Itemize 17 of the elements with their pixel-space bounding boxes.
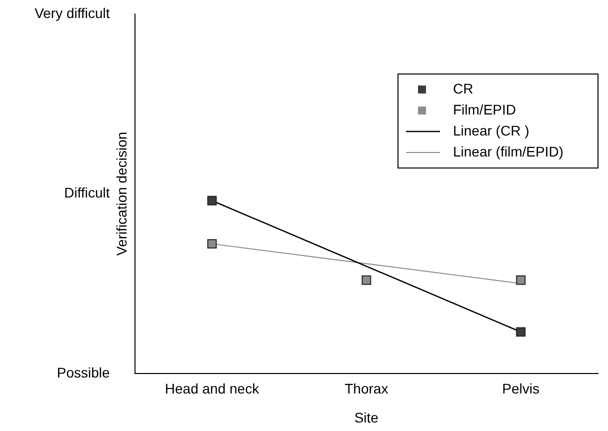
point bbox=[516, 327, 526, 337]
point bbox=[207, 196, 217, 206]
legend-label: CR bbox=[453, 80, 474, 96]
text: Difficult bbox=[64, 184, 110, 201]
y-axis-title: Verification decision bbox=[113, 132, 130, 256]
legend-label: Linear (film/EPID) bbox=[453, 143, 564, 160]
x-tick-label: Thorax bbox=[344, 380, 388, 397]
text: Very difficult bbox=[34, 4, 110, 21]
point bbox=[207, 239, 217, 249]
point bbox=[516, 275, 526, 285]
x-axis-title: Site bbox=[354, 409, 379, 426]
legend-label: Film/EPID bbox=[453, 101, 516, 118]
x-tick-label: Head and neck bbox=[164, 380, 260, 397]
text: Possible bbox=[56, 364, 110, 380]
x-tick-label: Pelvis bbox=[502, 380, 540, 397]
point bbox=[362, 275, 372, 285]
legend-label: Linear (CR ) bbox=[453, 122, 530, 138]
